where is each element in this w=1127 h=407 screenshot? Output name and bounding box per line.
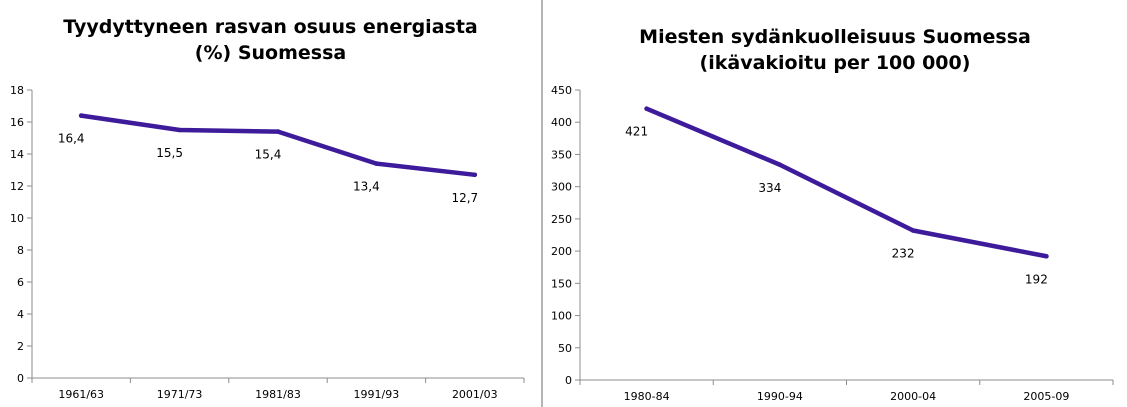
chart-title: Miesten sydänkuolleisuus Suomessa (ikäva… [543, 24, 1127, 76]
line-chart-fat: 0 2 4 6 8 10 12 14 16 18 1961/63 1971/73 1981/83 1991… [10, 84, 525, 401]
line-chart-heart: 0 50 100 150 200 250 300 350 400 450 1980-84 1990-9… [551, 84, 1114, 403]
y-tick-label: 8 [17, 244, 24, 257]
data-point [910, 228, 916, 233]
y-tick-label: 150 [551, 277, 572, 290]
x-tick-label: 1961/63 [58, 388, 104, 401]
y-tick-label: 2 [17, 340, 24, 353]
data-label: 15,4 [255, 148, 282, 162]
data-point [177, 127, 182, 133]
x-tick-label: 2000-04 [890, 390, 936, 403]
x-tick-label: 1991/93 [354, 388, 400, 401]
chart-panel-heart: Miesten sydänkuolleisuus Suomessa (ikäva… [543, 0, 1127, 407]
y-tick-label: 100 [551, 310, 572, 323]
series-line [644, 106, 1049, 259]
x-tick-label: 1980-84 [624, 390, 670, 403]
y-tick-label: 200 [551, 245, 572, 258]
data-point [275, 129, 281, 134]
y-tick-label: 12 [10, 180, 24, 193]
data-label: 15,5 [156, 146, 183, 160]
y-tick-label: 300 [551, 181, 572, 194]
y-tick-label: 50 [558, 342, 572, 355]
x-tick-label: 1971/73 [157, 388, 203, 401]
data-point [472, 172, 478, 178]
data-point [644, 106, 649, 111]
data-point [78, 113, 84, 118]
y-tick-label: 10 [10, 212, 24, 225]
data-point [374, 161, 379, 166]
data-point [777, 162, 783, 168]
chart-panel-fat: Tyydyttyneen rasvan osuus energiasta (%)… [0, 0, 541, 407]
y-tick-label: 16 [10, 116, 24, 129]
chart-title-line-2: (ikävakioitu per 100 000) [699, 52, 971, 74]
y-tick-label: 4 [17, 308, 24, 321]
data-label: 13,4 [353, 180, 380, 194]
y-tick-label: 0 [565, 374, 572, 387]
y-tick-label: 0 [17, 372, 24, 385]
chart-title-line-1: Miesten sydänkuolleisuus Suomessa [639, 26, 1031, 48]
x-tick-label: 1990-94 [757, 390, 803, 403]
panel-divider [541, 0, 543, 407]
y-tick-label: 250 [551, 213, 572, 226]
data-label: 232 [892, 246, 915, 260]
y-tick-label: 450 [551, 84, 572, 97]
chart-title: Tyydyttyneen rasvan osuus energiasta (%)… [0, 14, 541, 66]
data-label: 334 [758, 181, 781, 195]
y-tick-label: 6 [17, 276, 24, 289]
x-tick-label: 2005-09 [1023, 390, 1069, 403]
x-tick-label: 1981/83 [255, 388, 301, 401]
chart-title-line-1: Tyydyttyneen rasvan osuus energiasta [63, 16, 478, 38]
y-tick-label: 18 [10, 84, 24, 97]
data-point [1044, 253, 1049, 259]
data-label: 16,4 [58, 132, 85, 146]
series-line [78, 113, 478, 178]
y-tick-label: 400 [551, 116, 572, 129]
data-label: 192 [1025, 272, 1048, 286]
data-label: 12,7 [451, 191, 478, 205]
x-tick-label: 2001/03 [452, 388, 498, 401]
y-tick-label: 14 [10, 148, 24, 161]
y-tick-label: 350 [551, 148, 572, 161]
chart-title-line-2: (%) Suomessa [194, 42, 347, 64]
data-label: 421 [625, 125, 648, 139]
